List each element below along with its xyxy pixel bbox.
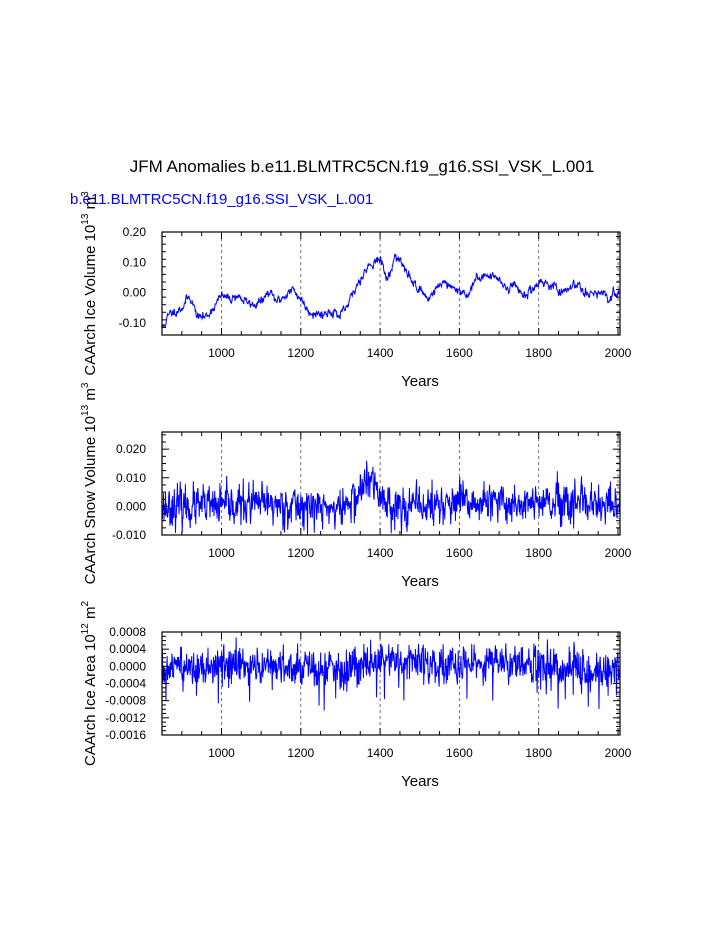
x-tick-label: 1200 [287, 346, 314, 360]
series-line [162, 253, 620, 330]
x-tick-label: 1400 [367, 346, 394, 360]
series-line [162, 460, 620, 535]
y-tick-label: 0.0008 [109, 625, 146, 639]
plot-frame [161, 231, 621, 336]
y-tick-label: -0.0004 [105, 677, 146, 691]
snow-volume-panel: 1000 1200 1400 1600 1800 2000 -0.010 0.000 0.010… [80, 382, 632, 590]
y-tick-label: -0.0012 [105, 711, 146, 725]
y-tick-label: 0.00 [123, 286, 147, 300]
y-tick-label: 0.10 [123, 255, 147, 269]
x-tick-label: 1800 [525, 546, 552, 560]
ice-volume-panel: 1000 1200 1400 1600 1800 2000 -0.10 0.00 0.10 0.2… [80, 191, 632, 390]
y-tick-label: 0.0000 [109, 659, 146, 673]
x-tick-label: 1200 [287, 546, 314, 560]
y-tick-label: 0.000 [116, 499, 146, 513]
y-tick-label: 0.20 [123, 225, 147, 239]
x-tick-label: 1600 [446, 546, 473, 560]
y-tick-label: 0.020 [116, 442, 146, 456]
x-tick-label: 1400 [367, 746, 394, 760]
plot-frame [161, 431, 621, 536]
ice-area-panel: 1000 1200 1400 1600 1800 2000 -0.0016 -0.0012 -0… [80, 601, 632, 790]
x-tick-label: 2000 [605, 746, 632, 760]
figure-title: JFM Anomalies b.e11.BLMTRC5CN.f19_g16.SS… [130, 157, 595, 176]
x-axis-label: Years [401, 573, 439, 590]
y-axis-label: CAArch Snow Volume 1013 m3 [80, 382, 99, 584]
y-tick-label: 0.0004 [109, 642, 146, 656]
y-axis-label: CAArch Ice Area 1012 m2 [80, 601, 99, 767]
x-tick-label: 1600 [446, 346, 473, 360]
x-tick-label: 1200 [287, 746, 314, 760]
x-tick-label: 1400 [367, 546, 394, 560]
x-axis-label: Years [401, 373, 439, 390]
x-tick-label: 1000 [208, 546, 235, 560]
y-tick-label: -0.0016 [105, 728, 146, 742]
series-line [162, 637, 620, 711]
x-tick-label: 2000 [605, 346, 632, 360]
y-tick-label: -0.010 [112, 528, 146, 542]
x-tick-label: 1800 [525, 746, 552, 760]
x-tick-label: 1000 [208, 346, 235, 360]
x-tick-label: 1600 [446, 746, 473, 760]
y-tick-label: -0.10 [119, 316, 147, 330]
x-tick-label: 2000 [605, 546, 632, 560]
y-axis-label: CAArch Ice Volume 1013 m3 [80, 191, 99, 376]
y-tick-label: 0.010 [116, 471, 146, 485]
x-tick-label: 1800 [525, 346, 552, 360]
x-tick-label: 1000 [208, 746, 235, 760]
x-axis-label: Years [401, 773, 439, 790]
figure-subtitle: b.e11.BLMTRC5CN.f19_g16.SSI_VSK_L.001 [70, 191, 373, 208]
y-tick-label: -0.0008 [105, 694, 146, 708]
